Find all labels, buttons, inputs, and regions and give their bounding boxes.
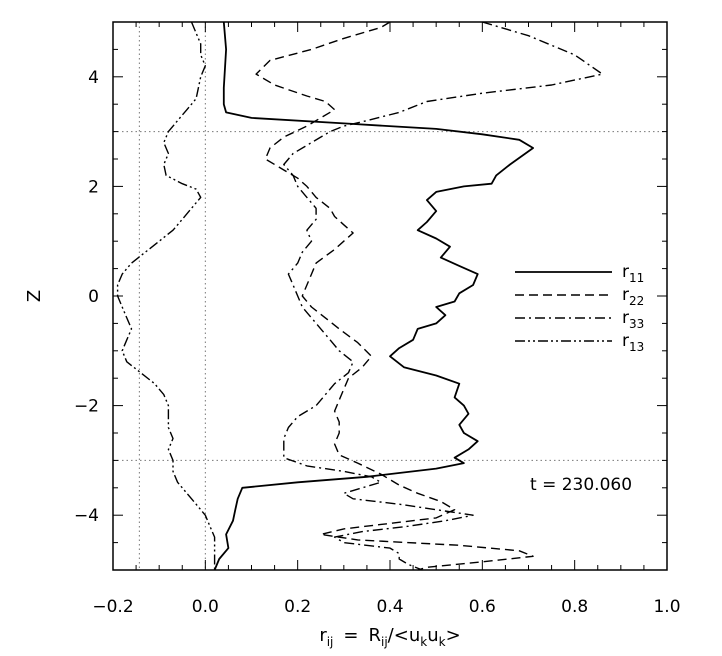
series-line-r22 — [255, 21, 534, 571]
legend-label-sub: 11 — [629, 271, 644, 285]
y-tick-label: 2 — [88, 177, 99, 197]
legend-label-r13: r13 — [622, 331, 644, 354]
legend-label-main: r — [622, 308, 629, 328]
x-title-R-sub: ij — [381, 635, 388, 649]
legend-label-main: r — [622, 331, 629, 351]
legend-label-sub: 22 — [629, 294, 644, 308]
reference-lines — [113, 22, 667, 570]
legend-label-r33: r33 — [622, 308, 644, 331]
legend-label-r11: r11 — [622, 262, 644, 285]
x-tick-label: 1.0 — [653, 597, 680, 617]
y-tick-label: 4 — [88, 68, 99, 88]
x-title-u1: u — [409, 625, 420, 646]
x-title-r: r — [319, 625, 327, 646]
x-tick-label: 0.0 — [192, 597, 219, 617]
y-axis-title: Z — [24, 290, 45, 302]
tick-labels: −0.2 0.0 0.2 0.4 0.6 0.8 1.0 −4 −2 0 2 4 — [74, 68, 681, 617]
x-title-gt: > — [446, 625, 461, 646]
x-tick-label: −0.2 — [92, 597, 133, 617]
series-line-r33 — [283, 21, 604, 571]
time-annotation: t = 230.060 — [530, 475, 632, 495]
x-tick-label: 0.4 — [376, 597, 403, 617]
series-line-r11 — [213, 21, 534, 571]
legend-label-r22: r22 — [622, 285, 644, 308]
legend-label-sub: 33 — [629, 317, 644, 331]
y-tick-label: 0 — [88, 287, 99, 307]
x-title-r-sub: ij — [327, 635, 334, 649]
legend-label-main: r — [622, 285, 629, 305]
legend-label-main: r — [622, 262, 629, 282]
ticks-layer — [112, 21, 668, 571]
x-title-slash: /< — [388, 625, 409, 646]
x-tick-label: 0.6 — [469, 597, 496, 617]
x-title-u2: u — [427, 625, 438, 646]
series-line-r13 — [116, 21, 216, 570]
y-tick-label: −4 — [74, 506, 99, 526]
x-title-u1-sub: k — [420, 635, 427, 649]
series-layer — [116, 21, 604, 571]
x-axis-title: rij = Rij/<ukuk> — [319, 625, 460, 649]
x-title-eq: = — [343, 625, 358, 646]
legend-label-sub: 13 — [629, 340, 644, 354]
y-tick-label: −2 — [74, 397, 99, 417]
x-title-u2-sub: k — [439, 635, 446, 649]
x-tick-label: 0.8 — [561, 597, 588, 617]
x-tick-label: 0.2 — [284, 597, 311, 617]
x-title-R: R — [368, 625, 381, 646]
